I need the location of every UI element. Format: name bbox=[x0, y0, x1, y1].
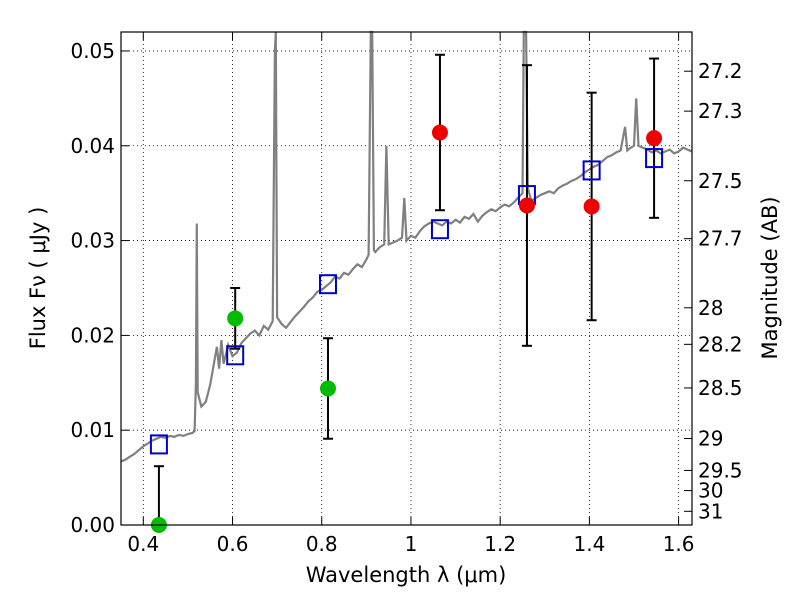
mag-tick-label: 28.5 bbox=[698, 376, 743, 400]
x-tick-label: 0.4 bbox=[127, 532, 159, 556]
model-photometry-point bbox=[430, 219, 449, 240]
y-tick-label: 0.01 bbox=[70, 418, 115, 442]
x-axis-label: Wavelength λ (μm) bbox=[306, 563, 507, 587]
mag-tick-label: 30 bbox=[698, 479, 723, 503]
axis-ticks bbox=[121, 32, 692, 526]
data-points bbox=[149, 124, 664, 533]
model-photometry-point bbox=[226, 345, 245, 366]
x-tick-label: 0.8 bbox=[306, 532, 338, 556]
y-tick-label: 0.03 bbox=[70, 229, 115, 253]
model-photometry-point bbox=[645, 148, 664, 169]
model-spectrum-line bbox=[120, 30, 693, 463]
y-tick-label: 0.02 bbox=[70, 323, 115, 347]
plot-frame bbox=[120, 31, 693, 526]
mag-tick-label: 27.7 bbox=[698, 227, 743, 251]
mag-tick-label: 27.2 bbox=[698, 59, 743, 83]
x-tick-label: 1.2 bbox=[484, 532, 516, 556]
x-tick-label: 1 bbox=[405, 532, 418, 556]
mag-tick-label: 27.3 bbox=[698, 99, 743, 123]
nir-data-point bbox=[583, 198, 600, 215]
mag-tick-label: 27.5 bbox=[698, 169, 743, 193]
nir-data-point bbox=[431, 124, 448, 141]
axis-tick-labels: 0.4 0.6 0.8 1 1.2 1.4 1.6 0.00 0.01 0.02 0.03 0.04 0… bbox=[70, 39, 742, 556]
x-tick-label: 1.6 bbox=[663, 532, 695, 556]
model-photometry-point bbox=[149, 434, 168, 455]
y-axis-label: Flux Fν ( μJy ) bbox=[26, 207, 50, 350]
y-tick-label: 0.00 bbox=[70, 513, 115, 537]
mag-tick-label: 29.5 bbox=[698, 458, 743, 482]
model-photometry-point bbox=[318, 274, 337, 295]
mag-tick-label: 28 bbox=[698, 296, 723, 320]
optical-data-point bbox=[319, 380, 336, 397]
plot-area bbox=[120, 30, 693, 533]
mag-tick-label: 29 bbox=[698, 427, 723, 451]
mag-tick-label: 31 bbox=[698, 499, 723, 523]
x-tick-label: 1.4 bbox=[573, 532, 605, 556]
y-tick-label: 0.05 bbox=[70, 39, 115, 63]
mag-tick-label: 28.2 bbox=[698, 332, 743, 356]
optical-data-point bbox=[227, 310, 244, 327]
nir-data-point bbox=[518, 197, 535, 214]
right-axis-label: Magnitude (AB) bbox=[758, 196, 782, 359]
x-tick-label: 0.6 bbox=[217, 532, 249, 556]
nir-data-point bbox=[646, 130, 663, 147]
y-tick-label: 0.04 bbox=[70, 134, 115, 158]
model-photometry-point bbox=[582, 160, 601, 181]
